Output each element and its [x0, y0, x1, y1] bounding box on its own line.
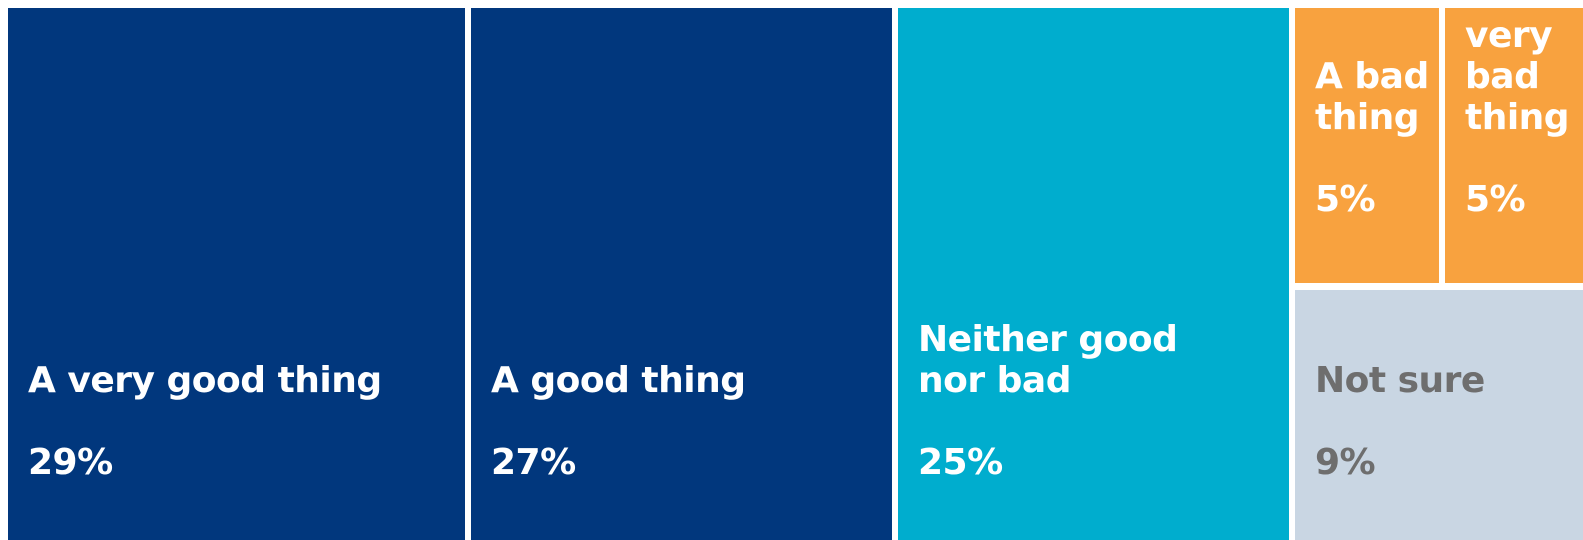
tile-very-good: A very good thing 29% [8, 8, 465, 540]
value-label: 9% [1315, 442, 1376, 483]
value-label: 5% [1465, 179, 1526, 220]
tile-label: A very good thing 29% [28, 319, 457, 524]
category-label: A very good thing [28, 360, 382, 401]
category-label: Neither good nor bad [918, 319, 1178, 401]
category-label: A good thing [491, 360, 746, 401]
category-label: A bad thing [1315, 56, 1429, 138]
tile-label: A good thing 27% [491, 319, 884, 524]
value-label: 5% [1315, 179, 1376, 220]
category-label: Not sure [1315, 360, 1485, 401]
tile-not-sure: Not sure 9% [1295, 290, 1583, 540]
tile-very-bad: A very bad thing 5% [1445, 8, 1583, 283]
tile-label: Not sure 9% [1315, 319, 1575, 524]
value-label: 29% [28, 442, 113, 483]
tile-label: A very bad thing 5% [1465, 8, 1575, 261]
value-label: 27% [491, 442, 576, 483]
value-label: 25% [918, 442, 1003, 483]
tile-label: Neither good nor bad 25% [918, 278, 1218, 524]
category-label: A very bad thing [1465, 8, 1570, 138]
tile-bad: A bad thing 5% [1295, 8, 1439, 283]
tile-neither: Neither good nor bad 25% [898, 8, 1289, 540]
tile-label: A bad thing 5% [1315, 15, 1435, 261]
tile-good: A good thing 27% [471, 8, 892, 540]
